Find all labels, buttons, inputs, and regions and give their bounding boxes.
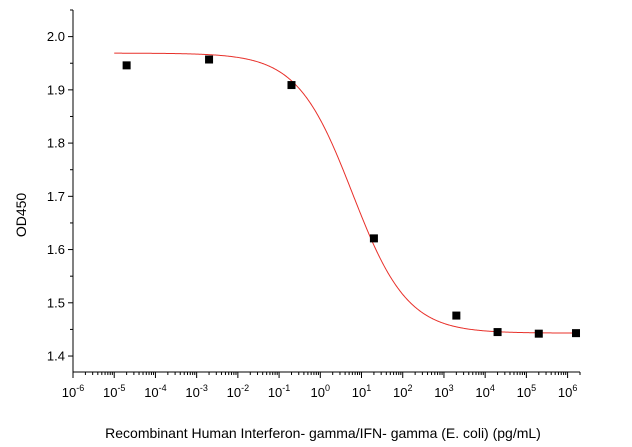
x-tick-label: 10-1 — [268, 383, 290, 400]
y-tick-label: 1.7 — [47, 189, 65, 204]
x-tick-label: 10-4 — [144, 383, 166, 400]
plot-area — [114, 52, 581, 338]
y-tick-label: 1.9 — [47, 82, 65, 97]
y-tick-label: 2.0 — [47, 29, 65, 44]
y-tick-label: 1.4 — [47, 349, 65, 364]
x-tick-label: 103 — [434, 383, 453, 400]
y-tick-label: 1.6 — [47, 242, 65, 257]
data-point — [452, 311, 461, 320]
x-tick-label: 100 — [311, 383, 330, 400]
x-tick-label: 10-2 — [227, 383, 249, 400]
x-tick-label: 102 — [393, 383, 412, 400]
x-axis-ticks: 10-6 10-5 10-4 10-3 10-2 10-1 100 101 102 103 104 1… — [62, 372, 581, 400]
y-axis-ticks: 1.4 1.5 1.6 1.7 1.8 1.9 2.0 — [47, 9, 73, 364]
data-point — [534, 329, 543, 338]
data-point — [205, 55, 214, 64]
x-axis-title: Recombinant Human Interferon- gamma/IFN-… — [105, 425, 541, 441]
fit-curve — [114, 52, 576, 334]
data-point — [369, 234, 378, 243]
x-tick-label: 10-3 — [185, 383, 207, 400]
y-tick-label: 1.8 — [47, 136, 65, 151]
x-tick-label: 104 — [475, 383, 494, 400]
data-points — [122, 55, 581, 338]
y-axis-title: OD450 — [13, 193, 29, 238]
x-tick-label: 10-6 — [62, 383, 84, 400]
data-point — [572, 329, 581, 338]
y-tick-label: 1.5 — [47, 295, 65, 310]
data-point — [122, 61, 131, 70]
x-tick-label: 105 — [517, 383, 536, 400]
x-tick-label: 10-5 — [103, 383, 125, 400]
data-point — [287, 81, 296, 90]
x-tick-label: 101 — [352, 383, 371, 400]
x-tick-label: 106 — [558, 383, 577, 400]
data-point — [493, 328, 502, 337]
